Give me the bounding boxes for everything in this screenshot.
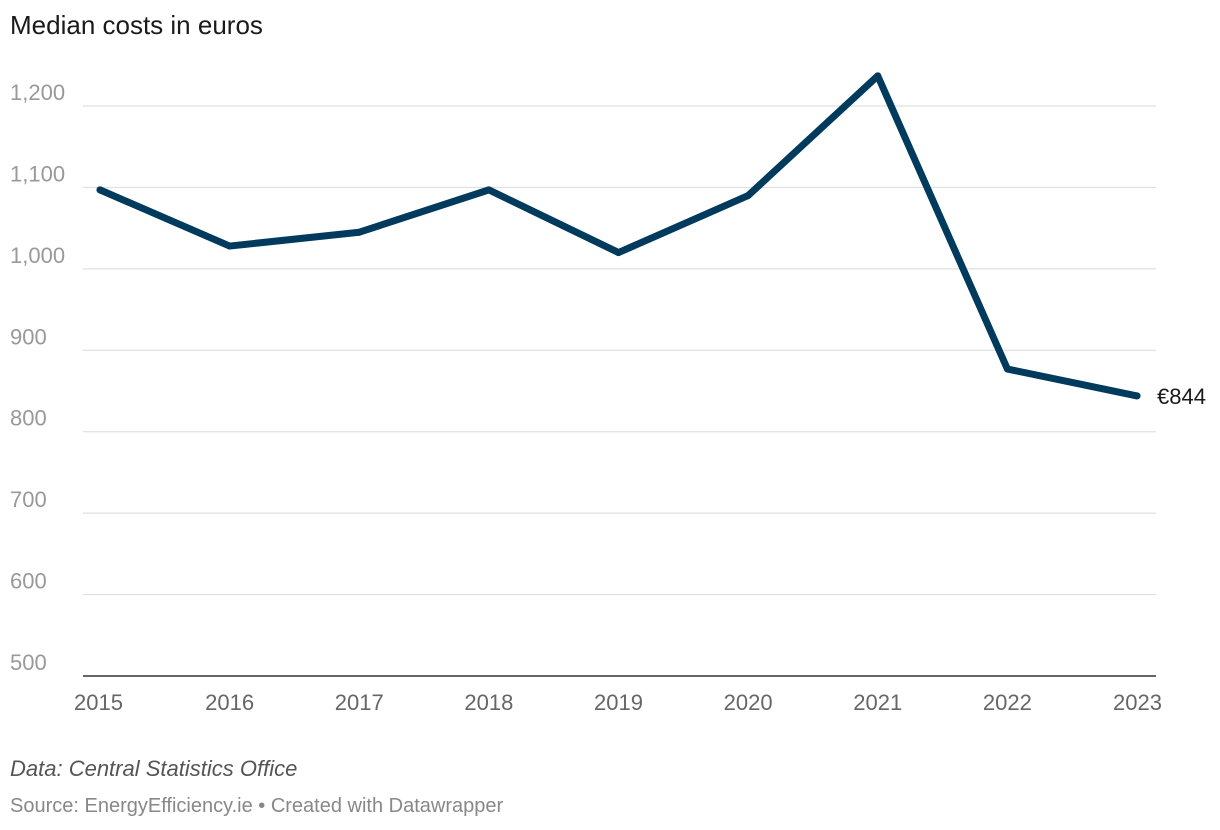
x-tick-label: 2021: [853, 690, 902, 715]
x-tick-label: 2022: [983, 690, 1032, 715]
series-layer: [96, 72, 1141, 400]
data-point: [96, 186, 104, 194]
source-line: Source: EnergyEfficiency.ie • Created wi…: [10, 795, 504, 817]
y-tick-label: 800: [10, 406, 47, 431]
x-axis-ticks: 2015 2016 2017 2018 2019 2020 2021 2022 2023: [74, 690, 1162, 715]
series-line: [96, 72, 1141, 400]
y-tick-label: 500: [10, 650, 47, 675]
x-tick-label: 2016: [205, 690, 254, 715]
x-tick-label: 2023: [1113, 690, 1162, 715]
chart-title: Median costs in euros: [10, 10, 263, 40]
data-point: [615, 249, 622, 257]
y-tick-label: 1,000: [10, 243, 65, 268]
x-tick-label: 2017: [335, 690, 384, 715]
data-point: [355, 228, 363, 236]
data-point: [485, 186, 493, 194]
y-tick-label: 1,200: [10, 80, 65, 105]
y-tick-label: 900: [10, 324, 47, 349]
data-labels: €844: [1157, 384, 1206, 409]
y-axis-ticks: 500 600 700 800 900 1,000 1,100 1,200: [10, 80, 65, 675]
y-tick-label: 700: [10, 487, 47, 512]
data-point: [744, 192, 752, 200]
end-value-label: €844: [1157, 384, 1206, 409]
data-point: [874, 72, 882, 80]
x-tick-label: 2019: [594, 690, 643, 715]
data-point: [1133, 392, 1141, 400]
y-tick-label: 1,100: [10, 161, 65, 186]
x-tick-label: 2015: [74, 690, 123, 715]
data-point: [1003, 365, 1011, 373]
y-tick-label: 600: [10, 569, 47, 594]
x-tick-label: 2020: [724, 690, 773, 715]
data-note: Data: Central Statistics Office: [10, 756, 298, 781]
data-point: [226, 242, 234, 250]
x-tick-label: 2018: [464, 690, 513, 715]
gridlines: [83, 105, 1156, 677]
